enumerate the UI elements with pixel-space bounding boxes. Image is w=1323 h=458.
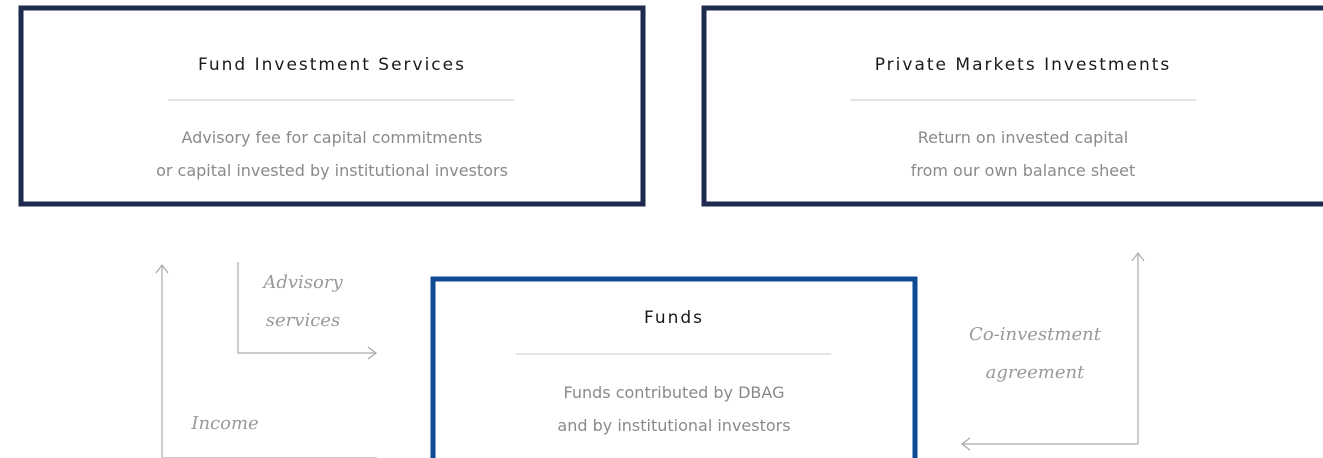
node-text: Funds contributed by DBAG — [564, 383, 785, 402]
node-title: Funds — [644, 308, 704, 328]
node-title: Private Markets Investments — [875, 55, 1172, 75]
arrow — [237, 262, 377, 360]
arrow — [155, 264, 377, 458]
node-text: and by institutional investors — [557, 416, 790, 435]
node-box — [430, 276, 918, 458]
edge-label: Advisory — [261, 272, 343, 293]
node-text: from our own balance sheet — [911, 161, 1136, 180]
node-text: Return on invested capital — [918, 128, 1129, 147]
edge-label: agreement — [986, 362, 1085, 383]
edge-label: Income — [190, 413, 258, 434]
node-box — [701, 5, 1323, 207]
arrow — [961, 252, 1145, 451]
node-title: Fund Investment Services — [198, 55, 466, 75]
node-box — [18, 5, 646, 207]
edge-label: Co-investment — [969, 324, 1102, 345]
edge-label: services — [266, 310, 340, 331]
node-text: or capital invested by institutional inv… — [156, 161, 508, 180]
node-text: Advisory fee for capital commitments — [182, 128, 483, 147]
